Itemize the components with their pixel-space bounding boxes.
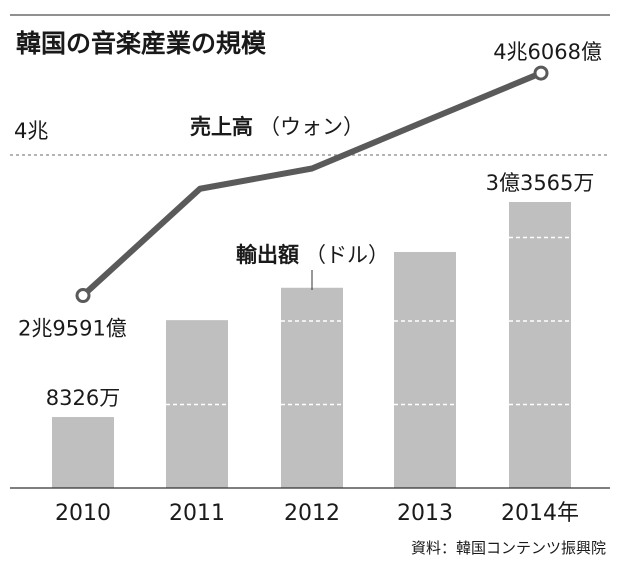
sales-line	[80, 70, 544, 299]
x-tick-label: 2013	[397, 501, 453, 526]
line-series: 2兆9591億 4兆6068億	[18, 40, 602, 340]
x-tick-label: 2012	[284, 501, 340, 526]
bar-2014年	[509, 202, 571, 488]
bar-series: 8326万 3億3565万	[46, 171, 595, 488]
bar-value-label: 8326万	[46, 386, 120, 410]
bar-2013	[394, 251, 456, 488]
x-tick-label: 2014年	[501, 501, 579, 526]
x-tick-labels: 2010 2011 2012 2013 2014年	[55, 501, 579, 526]
x-tick-label: 2011	[169, 501, 225, 526]
bar-2010	[52, 417, 114, 488]
bar-2012	[281, 287, 343, 488]
bar-value-label: 3億3565万	[486, 171, 595, 195]
line-point	[75, 288, 91, 304]
x-tick-label: 2010	[55, 501, 111, 526]
chart-title: 韓国の音楽産業の規模	[16, 29, 267, 58]
line-value-label: 2兆9591億	[18, 317, 127, 341]
bar-series-label: 輸出額 （ドル）	[236, 243, 389, 267]
source-note: 資料：韓国コンテンツ振興院	[411, 539, 606, 557]
line-point	[533, 65, 549, 81]
line-series-label: 売上高 （ウォン）	[190, 115, 364, 139]
line-value-label: 4兆6068億	[493, 40, 602, 64]
reference-line-label: 4兆	[14, 119, 48, 143]
